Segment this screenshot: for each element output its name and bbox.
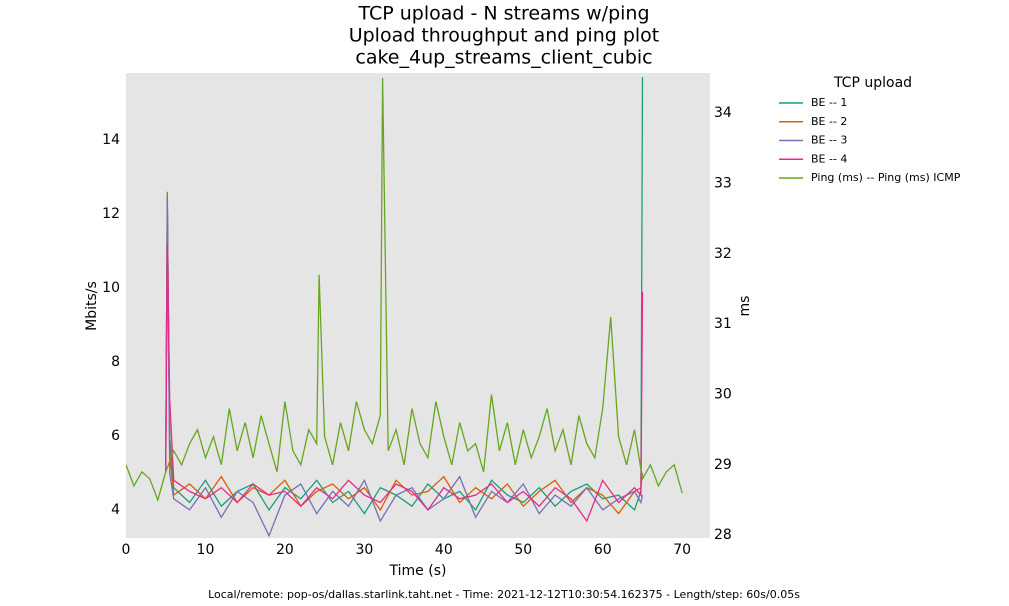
y2-tick-label: 33 bbox=[714, 175, 732, 191]
y2-axis-label: ms bbox=[737, 296, 753, 317]
x-tick-label: 60 bbox=[594, 542, 612, 558]
y2-tick-label: 30 bbox=[714, 386, 732, 402]
y2-tick-label: 31 bbox=[714, 316, 732, 332]
legend-label: BE -- 3 bbox=[811, 134, 847, 147]
y-tick-label: 10 bbox=[102, 280, 120, 296]
chart-title: TCP upload - N streams w/ping bbox=[357, 3, 649, 25]
series-line bbox=[165, 243, 644, 523]
x-axis-label: Time (s) bbox=[389, 563, 447, 579]
series-line bbox=[165, 191, 644, 515]
x-tick-label: 40 bbox=[435, 542, 453, 558]
footer: Local/remote: pop-os/dallas.starlink.tah… bbox=[208, 588, 800, 601]
series-line bbox=[165, 195, 644, 538]
y-tick-label: 8 bbox=[111, 354, 120, 370]
x-tick-label: 0 bbox=[122, 542, 131, 558]
x-tick-label: 20 bbox=[276, 542, 294, 558]
plot-area bbox=[126, 73, 710, 538]
y2-tick-label: 28 bbox=[714, 527, 732, 543]
x-tick-label: 70 bbox=[673, 542, 691, 558]
y2-tick-label: 29 bbox=[714, 457, 732, 473]
x-tick-label: 10 bbox=[197, 542, 215, 558]
y2-tick-label: 34 bbox=[714, 105, 732, 121]
y-tick-label: 14 bbox=[102, 132, 120, 148]
x-tick-label: 30 bbox=[355, 542, 373, 558]
y2-tick-label: 32 bbox=[714, 246, 732, 262]
chart-subtitle: Upload throughput and ping plot bbox=[349, 25, 660, 47]
legend-label: Ping (ms) -- Ping (ms) ICMP bbox=[811, 171, 961, 184]
legend-label: BE -- 4 bbox=[811, 152, 847, 165]
y-tick-label: 12 bbox=[102, 206, 120, 222]
legend-label: BE -- 2 bbox=[811, 115, 847, 128]
plot-lines bbox=[126, 77, 683, 538]
x-tick-label: 50 bbox=[514, 542, 532, 558]
legend-title: TCP upload bbox=[833, 75, 912, 91]
chart-subtitle: cake_4up_streams_client_cubic bbox=[355, 47, 652, 69]
series-line bbox=[126, 77, 683, 503]
y-tick-label: 6 bbox=[111, 428, 120, 444]
legend-label: BE -- 1 bbox=[811, 96, 847, 109]
y-tick-label: 4 bbox=[111, 502, 120, 518]
y-axis-label: Mbits/s bbox=[84, 281, 100, 331]
